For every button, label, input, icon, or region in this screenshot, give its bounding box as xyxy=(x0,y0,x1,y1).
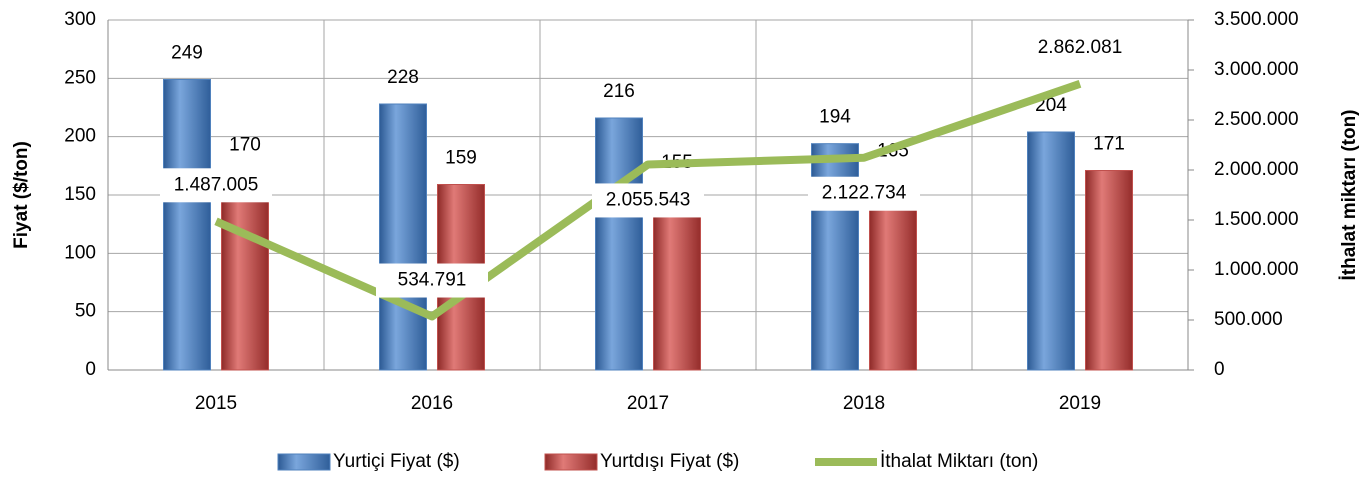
x-tick-label: 2018 xyxy=(843,393,885,414)
bar xyxy=(379,103,427,371)
y-axis-title: Fiyat ($/ton) xyxy=(11,141,32,249)
bar-label: 170 xyxy=(229,135,261,156)
line-label-bg xyxy=(376,263,488,298)
legend-label: İthalat Miktarı (ton) xyxy=(880,451,1038,472)
bar-label: 194 xyxy=(819,107,851,128)
line-label: 2.055.543 xyxy=(606,189,691,210)
bar-label: 171 xyxy=(1093,134,1125,155)
line-label-bg xyxy=(1024,30,1136,65)
y-tick-label: 250 xyxy=(64,67,96,88)
bar xyxy=(221,171,269,371)
x-tick-label: 2017 xyxy=(627,393,669,414)
y2-tick-label: 2.000.000 xyxy=(1214,159,1299,180)
bar xyxy=(653,188,701,371)
y-tick-label: 0 xyxy=(85,359,96,380)
legend-label: Yurtdışı Fiyat ($) xyxy=(600,451,739,472)
x-tick-label: 2019 xyxy=(1059,393,1101,414)
bar xyxy=(595,117,643,371)
bar xyxy=(163,79,211,371)
bar xyxy=(1085,170,1133,371)
line xyxy=(214,80,1082,321)
line-label: 534.791 xyxy=(398,270,467,291)
y2-axis-title: İthalat miktarı (ton) xyxy=(1339,109,1360,280)
x-tick-label: 2015 xyxy=(195,393,237,414)
line-label-bg xyxy=(592,183,704,218)
y2-tick-label: 2.500.000 xyxy=(1214,109,1299,130)
y-tick-label: 100 xyxy=(64,242,96,263)
bar xyxy=(1027,131,1075,371)
line-label-bg xyxy=(160,168,272,203)
bar-label: 159 xyxy=(445,148,477,169)
y-tick-label: 50 xyxy=(75,301,96,322)
bar-label: 249 xyxy=(171,43,203,64)
bar-label: 228 xyxy=(387,67,419,88)
y-tick-label: 200 xyxy=(64,126,96,147)
line-label-bg xyxy=(808,176,920,211)
y2-tick-label: 3.000.000 xyxy=(1214,59,1299,80)
legend-swatch xyxy=(544,453,598,471)
y2-tick-label: 1.500.000 xyxy=(1214,209,1299,230)
x-tick-label: 2016 xyxy=(411,393,453,414)
y-tick-label: 300 xyxy=(64,9,96,30)
line-label: 2.122.734 xyxy=(822,183,907,204)
y-tick-label: 150 xyxy=(64,184,96,205)
legend-label: Yurtiçi Fiyat ($) xyxy=(333,451,460,472)
bar-label: 216 xyxy=(603,81,635,102)
y2-tick-label: 1.000.000 xyxy=(1214,259,1299,280)
y2-tick-label: 500.000 xyxy=(1214,309,1283,330)
y2-tick-label: 3.500.000 xyxy=(1214,9,1299,30)
y2-tick-label: 0 xyxy=(1214,359,1225,380)
legend-swatch xyxy=(277,453,331,471)
line-label: 2.862.081 xyxy=(1038,37,1123,58)
line-label: 1.487.005 xyxy=(174,174,259,195)
